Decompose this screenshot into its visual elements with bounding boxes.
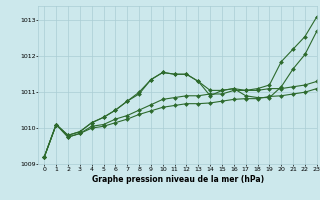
X-axis label: Graphe pression niveau de la mer (hPa): Graphe pression niveau de la mer (hPa)	[92, 175, 264, 184]
